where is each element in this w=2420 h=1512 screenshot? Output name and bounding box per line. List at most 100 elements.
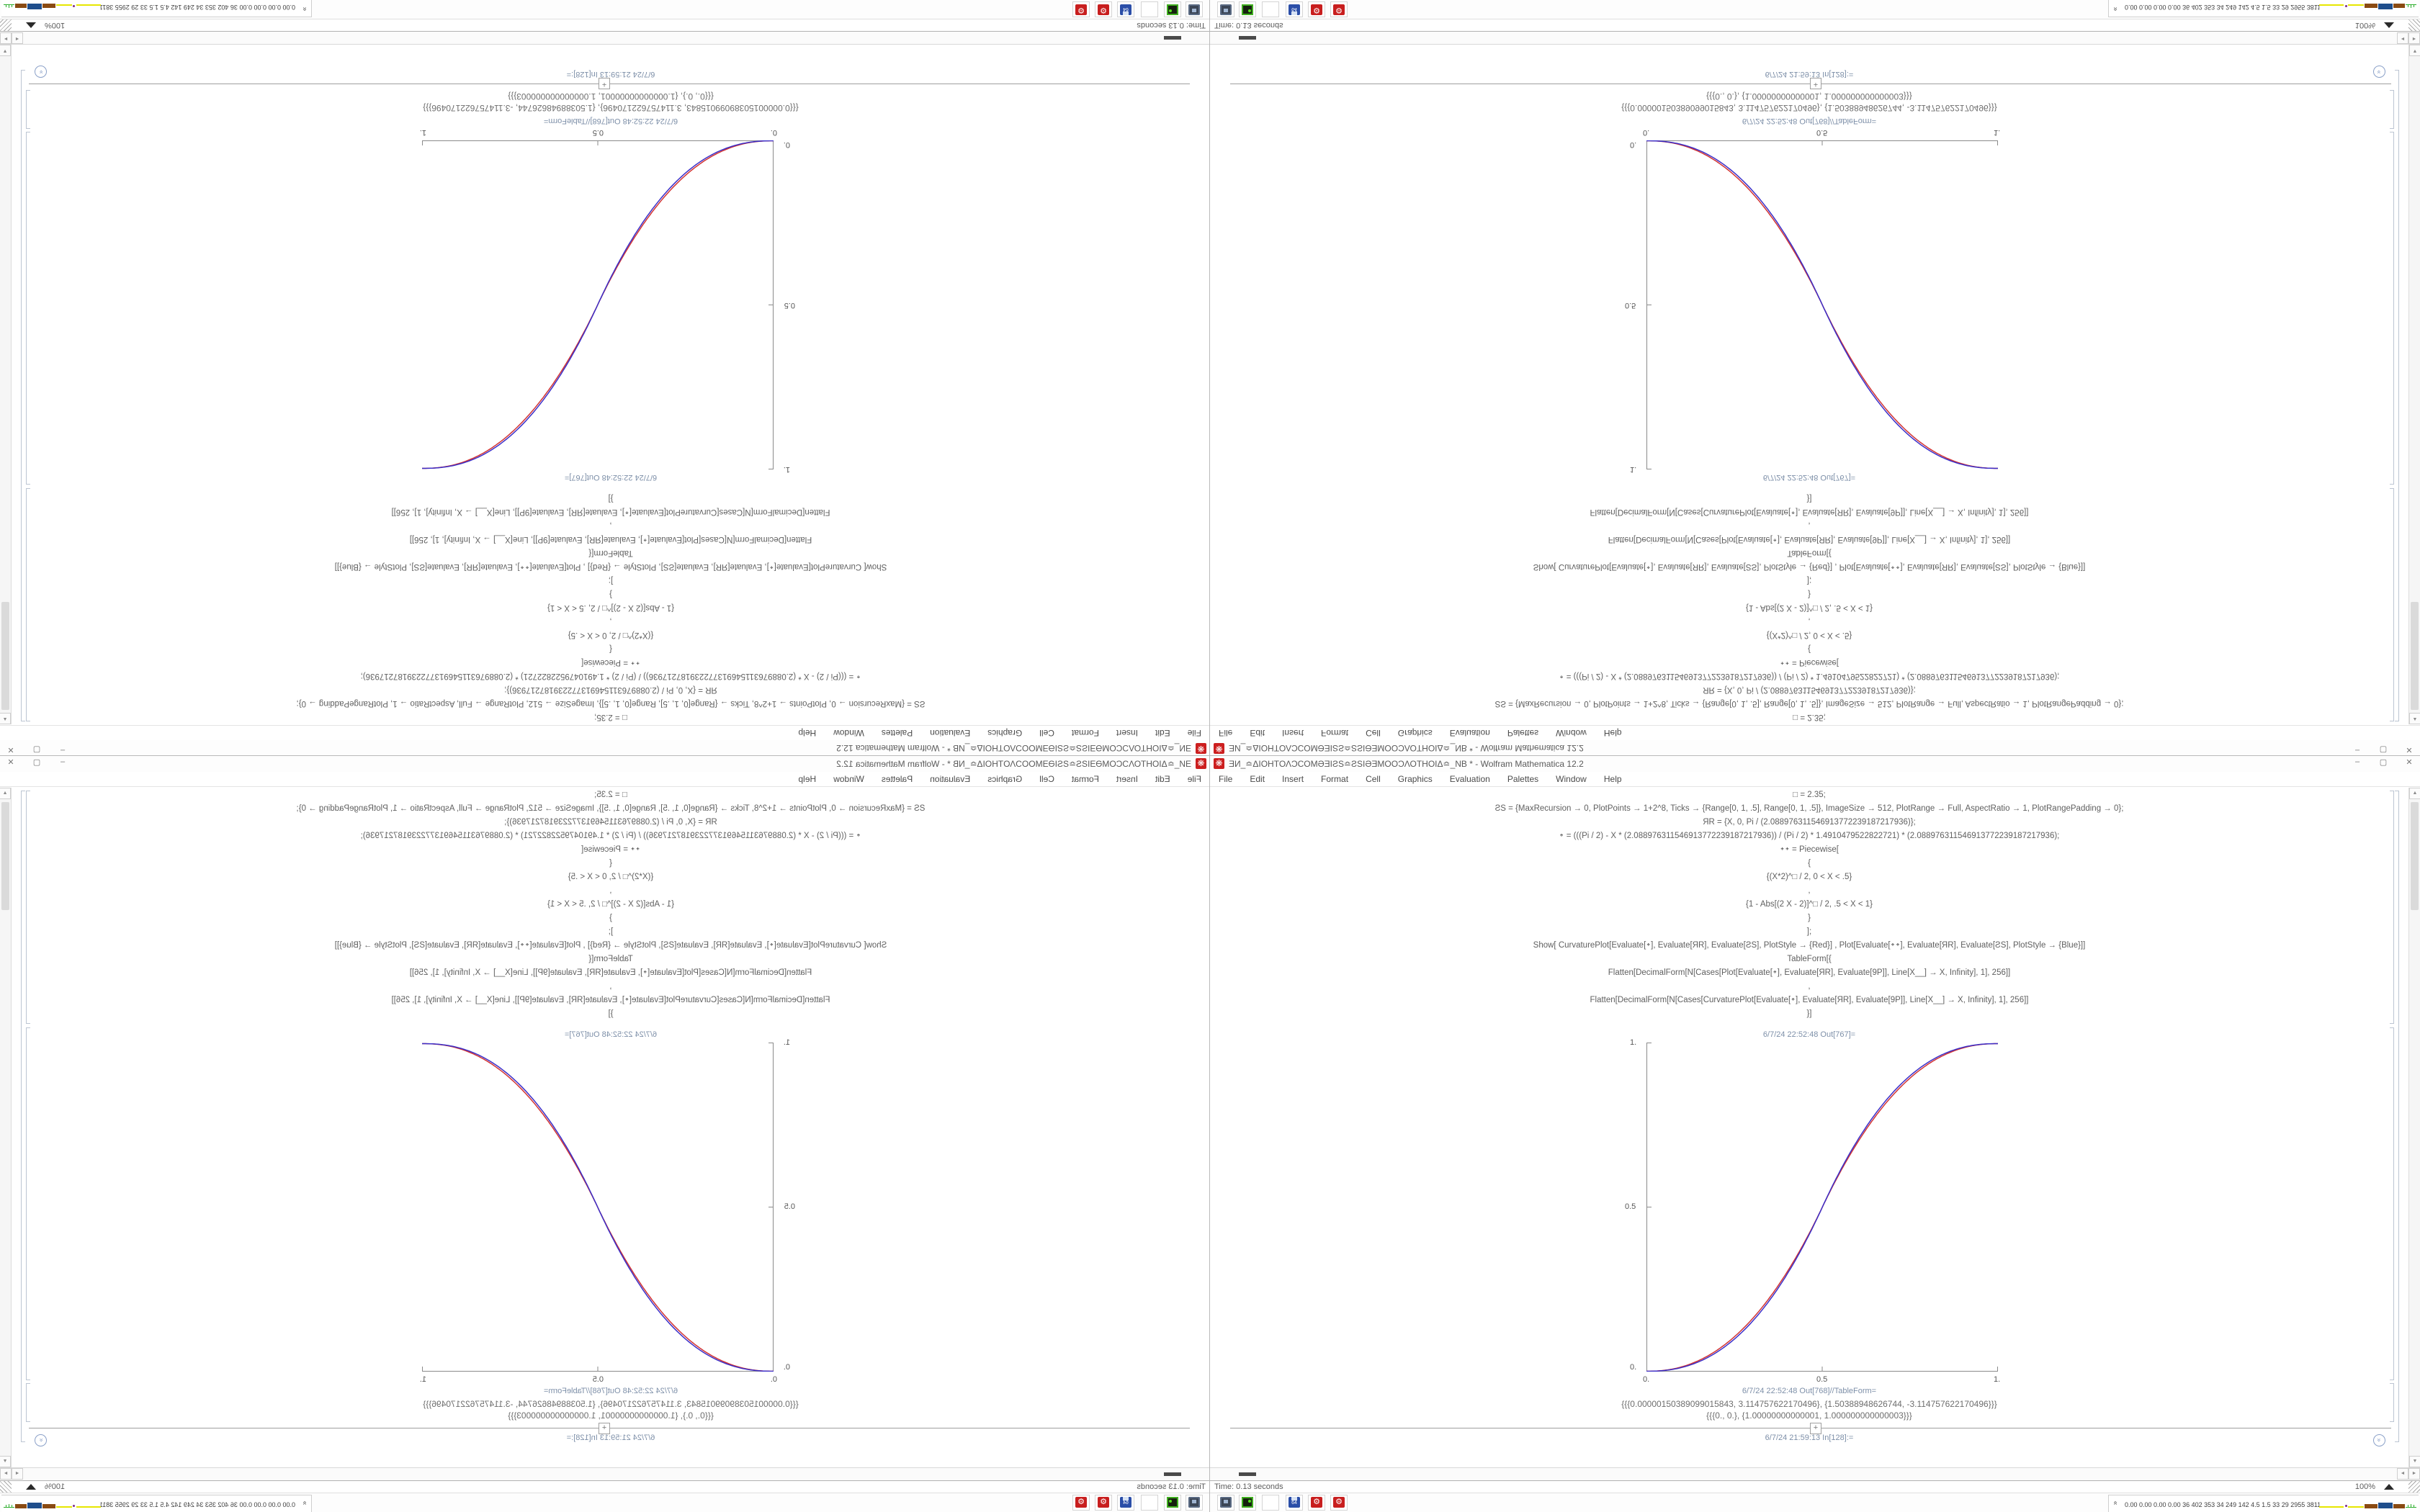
menu-graphics[interactable]: Graphics <box>987 774 1023 784</box>
zoom-widget-icon[interactable] <box>2384 1484 2394 1490</box>
red-gear-icon-2[interactable]: ⚙ <box>1072 1 1090 17</box>
system-tray-monitor[interactable]: « 0.00 0.00 0.00 0.00 36 402 353 34 249 … <box>2108 0 2419 17</box>
code-line[interactable]: □ = 2.35; <box>594 791 627 799</box>
firefox-icon[interactable] <box>1262 1495 1279 1511</box>
code-line[interactable]: {(X*2)^□ / 2, 0 < X < .5} <box>568 873 654 881</box>
code-line[interactable]: □ = 2.35; <box>1793 713 1826 721</box>
code-line[interactable]: ЯR = {X, 0, Pi / (2.08897631154691377223… <box>1703 818 1916 827</box>
code-line[interactable]: Flatten[DecimalForm[N[Cases[Plot[Evaluat… <box>1608 968 2011 977</box>
floppy-64-icon[interactable]: 64 <box>1117 1495 1134 1511</box>
vertical-scrollbar[interactable]: ▲ ▼ <box>0 788 12 1467</box>
zoom-level[interactable]: 100% <box>45 1482 66 1491</box>
cell-insert-plus-button[interactable]: + <box>599 1423 610 1434</box>
menu-edit[interactable]: Edit <box>1250 728 1265 738</box>
menu-file[interactable]: File <box>1187 728 1201 738</box>
output-cell-bracket[interactable] <box>2390 132 2394 485</box>
cell-insert-plus-button[interactable]: + <box>1810 1423 1821 1434</box>
horizontal-scroll-thumb[interactable] <box>1164 36 1181 40</box>
code-line[interactable]: □ = 2.35; <box>594 713 627 721</box>
code-line[interactable]: { <box>609 644 612 653</box>
code-line[interactable]: , <box>609 617 612 626</box>
screen-capture-icon[interactable] <box>1217 1495 1234 1511</box>
code-line[interactable]: , <box>1808 982 1811 991</box>
screen-capture-icon[interactable] <box>1186 1495 1203 1511</box>
code-line[interactable]: } <box>609 914 612 922</box>
menu-insert[interactable]: Insert <box>1116 728 1138 738</box>
red-gear-icon-2[interactable]: ⚙ <box>1330 1495 1348 1511</box>
code-line[interactable]: Show[ CurvaturePlot[Evaluate[᛭], Evaluat… <box>1533 562 2086 571</box>
code-line[interactable]: ]; <box>1806 576 1812 585</box>
notebook-content[interactable]: □ = 2.35; ƧS = {MaxRecursion → 0, PlotPo… <box>0 787 1210 1467</box>
code-line[interactable]: TableForm[{ <box>1787 549 1832 557</box>
menu-window[interactable]: Window <box>1556 728 1587 738</box>
menu-palettes[interactable]: Palettes <box>881 728 913 738</box>
code-line[interactable]: {(X*2)^□ / 2, 0 < X < .5} <box>568 631 654 639</box>
code-line[interactable]: {1 - Abs[(2 X - 2)]^□ / 2, .5 < X < 1} <box>547 603 674 612</box>
minimize-button[interactable]: – <box>60 746 66 755</box>
code-line[interactable]: , <box>609 886 612 895</box>
collapse-chevron-icon[interactable]: » <box>2373 1434 2385 1446</box>
horizontal-scrollbar[interactable]: ◄ ► <box>1210 1467 2420 1480</box>
maximize-button[interactable]: ▢ <box>32 745 41 754</box>
input-cell-bracket[interactable] <box>2390 488 2394 721</box>
vertical-scrollbar[interactable]: ▲ ▼ <box>2408 788 2420 1467</box>
code-line[interactable]: , <box>609 521 612 530</box>
menu-format[interactable]: Format <box>1071 728 1099 738</box>
menu-cell[interactable]: Cell <box>1039 728 1054 738</box>
menu-insert[interactable]: Insert <box>1282 728 1304 738</box>
code-line[interactable]: {(X*2)^□ / 2, 0 < X < .5} <box>1766 873 1852 881</box>
code-line[interactable]: Flatten[DecimalForm[N[Cases[Plot[Evaluat… <box>1608 535 2011 544</box>
maximize-button[interactable]: ▢ <box>32 758 41 767</box>
firefox-icon[interactable] <box>1141 1 1158 17</box>
scroll-up-icon[interactable]: ▲ <box>0 788 11 799</box>
output-table-bracket[interactable] <box>26 1383 30 1422</box>
menu-palettes[interactable]: Palettes <box>881 774 913 784</box>
menu-edit[interactable]: Edit <box>1155 774 1170 784</box>
menu-insert[interactable]: Insert <box>1116 774 1138 784</box>
menu-format[interactable]: Format <box>1071 774 1099 784</box>
code-line[interactable]: ƧS = {MaxRecursion → 0, PlotPoints → 1+2… <box>1494 804 2124 813</box>
resize-grip[interactable] <box>0 1481 12 1493</box>
vertical-scrollbar[interactable]: ▲ ▼ <box>0 45 12 724</box>
zoom-level[interactable]: 100% <box>2354 1482 2375 1491</box>
close-button[interactable]: ✕ <box>2406 758 2413 767</box>
horizontal-scroll-thumb[interactable] <box>1164 1472 1181 1476</box>
notebook-content[interactable]: □ = 2.35; ƧS = {MaxRecursion → 0, PlotPo… <box>1210 45 2420 725</box>
menu-help[interactable]: Help <box>1603 774 1622 784</box>
code-line[interactable]: ᛭ = (((Pi / 2) - X * (2.0889763115469137… <box>1559 672 2060 680</box>
floppy-64-icon[interactable]: 64 <box>1117 1 1134 17</box>
tray-expand-chevron-icon[interactable]: « <box>2111 1500 2120 1506</box>
code-line[interactable]: } <box>1808 914 1811 922</box>
menu-palettes[interactable]: Palettes <box>1507 728 1539 738</box>
menu-evaluation[interactable]: Evaluation <box>930 728 971 738</box>
horizontal-scrollbar[interactable]: ◄ ► <box>0 32 1210 45</box>
title-bar[interactable]: ❋ ƎИ_≏ΔΙΟΗΤΟΛϽCOMƏƎΙƧS≏ƧSΙƏƎΜΟΟϽΛΟΤΗΟΙΔ≏… <box>0 740 1210 756</box>
collapse-chevron-icon[interactable]: » <box>35 1434 47 1446</box>
cell-insert-plus-button[interactable]: + <box>599 78 610 89</box>
code-line[interactable]: □ = 2.35; <box>1793 791 1826 799</box>
code-line[interactable]: { <box>1808 859 1811 868</box>
vertical-scrollbar[interactable]: ▲ ▼ <box>2408 45 2420 724</box>
scroll-down-icon[interactable]: ▼ <box>0 45 11 56</box>
screen-capture-icon[interactable] <box>1186 1 1203 17</box>
menu-window[interactable]: Window <box>833 728 864 738</box>
scroll-down-icon[interactable]: ▼ <box>2409 45 2420 56</box>
menu-edit[interactable]: Edit <box>1250 774 1265 784</box>
scroll-right-icon[interactable]: ► <box>2408 1468 2420 1480</box>
code-line[interactable]: ƧS = {MaxRecursion → 0, PlotPoints → 1+2… <box>296 804 926 813</box>
tray-expand-chevron-icon[interactable]: « <box>2111 6 2120 12</box>
notebook-content[interactable]: □ = 2.35; ƧS = {MaxRecursion → 0, PlotPo… <box>1210 787 2420 1467</box>
code-line[interactable]: , <box>1808 886 1811 895</box>
code-line[interactable]: Flatten[DecimalForm[N[Cases[CurvaturePlo… <box>1590 996 2029 1004</box>
collapse-chevron-icon[interactable]: » <box>2373 66 2385 78</box>
menu-window[interactable]: Window <box>833 774 864 784</box>
cell-group-bracket[interactable] <box>21 70 25 721</box>
scroll-down-icon[interactable]: ▼ <box>0 1456 11 1467</box>
vertical-scroll-thumb[interactable] <box>1 602 9 710</box>
red-gear-icon-2[interactable]: ⚙ <box>1330 1 1348 17</box>
code-line[interactable]: TableForm[{ <box>1787 955 1832 963</box>
menu-palettes[interactable]: Palettes <box>1507 774 1539 784</box>
cell-group-bracket[interactable] <box>21 791 25 1442</box>
menu-cell[interactable]: Cell <box>1366 774 1381 784</box>
code-line[interactable]: {(X*2)^□ / 2, 0 < X < .5} <box>1766 631 1852 639</box>
